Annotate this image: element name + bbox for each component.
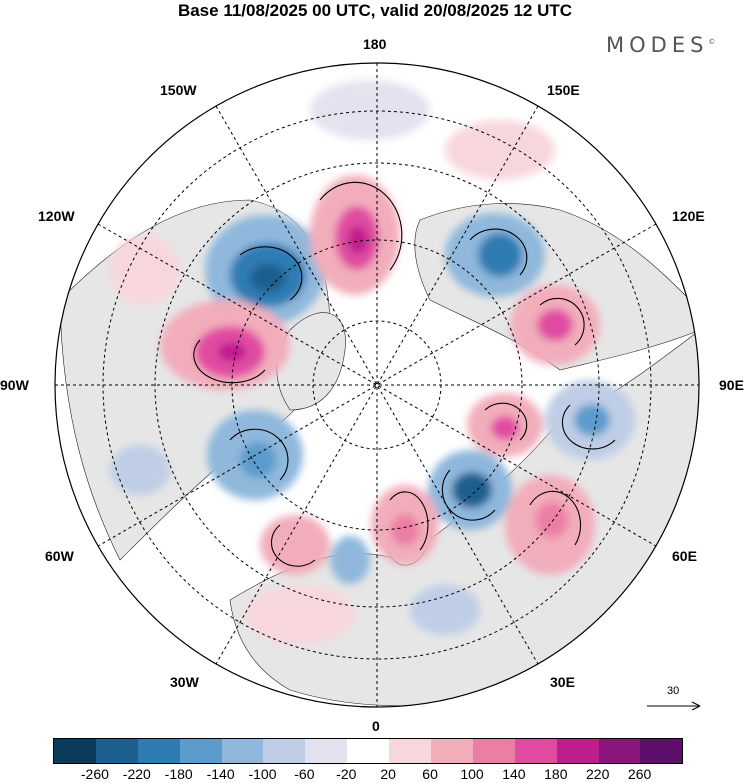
graticule	[55, 63, 699, 707]
colorbar-tick-label: 60	[422, 766, 438, 782]
colorbar-tick-label: -20	[336, 766, 357, 782]
lon-label-120e: 120E	[672, 208, 705, 224]
copyright-mark: ©	[708, 38, 716, 46]
colorbar-tick-label: -180	[164, 766, 193, 782]
colorbar-swatch-13	[598, 739, 641, 763]
lon-label-120w: 120W	[38, 208, 75, 224]
colorbar-tick-label: -60	[294, 766, 315, 782]
lon-label-180: 180	[363, 36, 387, 52]
colorbar-swatch-9	[431, 739, 473, 763]
colorbar-ticks: -260 -220 -180 -140 -100 -60 -20 20 60 100 140 180 2…	[53, 766, 703, 782]
colorbar-swatch-4	[221, 739, 264, 763]
lon-label-0: 0	[372, 718, 380, 734]
lon-label-60e: 60E	[672, 548, 697, 564]
colorbar-swatch-7	[347, 739, 390, 763]
colorbar-swatch-2	[137, 739, 180, 763]
anomaly-layer	[110, 80, 635, 645]
colorbar-swatch-0	[54, 739, 96, 763]
reference-vector-label: 30	[667, 685, 680, 697]
map-boundary	[54, 62, 700, 708]
lon-label-30e: 30E	[550, 674, 575, 690]
chart-title: Base 11/08/2025 00 UTC, valid 20/08/2025…	[177, 1, 573, 20]
colorbar-swatch-8	[389, 739, 432, 763]
colorbar-tick-label: -220	[122, 766, 151, 782]
lon-label-90w: 90W	[0, 377, 29, 393]
colorbar-swatch-6	[305, 739, 348, 763]
colorbar-tick-label: 260	[627, 766, 652, 782]
colorbar-swatch-14	[640, 739, 683, 763]
colorbar-swatch-5	[263, 739, 306, 763]
lon-label-150e: 150E	[547, 82, 580, 98]
colorbar-tick-label: -140	[206, 766, 235, 782]
colorbar	[53, 738, 684, 764]
colorbar-tick-label: 180	[544, 766, 568, 782]
modes-logo: MODES©	[606, 33, 715, 57]
colorbar-swatch-10	[472, 739, 515, 763]
colorbar-swatch-12	[556, 739, 599, 763]
lon-label-90e: 90E	[719, 377, 744, 393]
colorbar-tick-label: -260	[80, 766, 109, 782]
colorbar-swatch-3	[179, 739, 222, 763]
colorbar-tick-label: 20	[380, 766, 396, 782]
colorbar-swatch-11	[514, 739, 557, 763]
colorbar-tick-label: -100	[248, 766, 277, 782]
lon-label-30w: 30W	[170, 674, 199, 690]
colorbar-tick-label: 100	[460, 766, 484, 782]
brand-text: MODES	[606, 33, 709, 57]
colorbar-swatch-1	[95, 739, 138, 763]
colorbar-tick-label: 220	[586, 766, 610, 782]
lon-label-150w: 150W	[160, 82, 197, 98]
lon-label-60w: 60W	[45, 548, 74, 564]
reference-arrow-icon	[647, 701, 701, 711]
colorbar-tick-label: 140	[502, 766, 526, 782]
wind-vectors	[193, 181, 616, 567]
